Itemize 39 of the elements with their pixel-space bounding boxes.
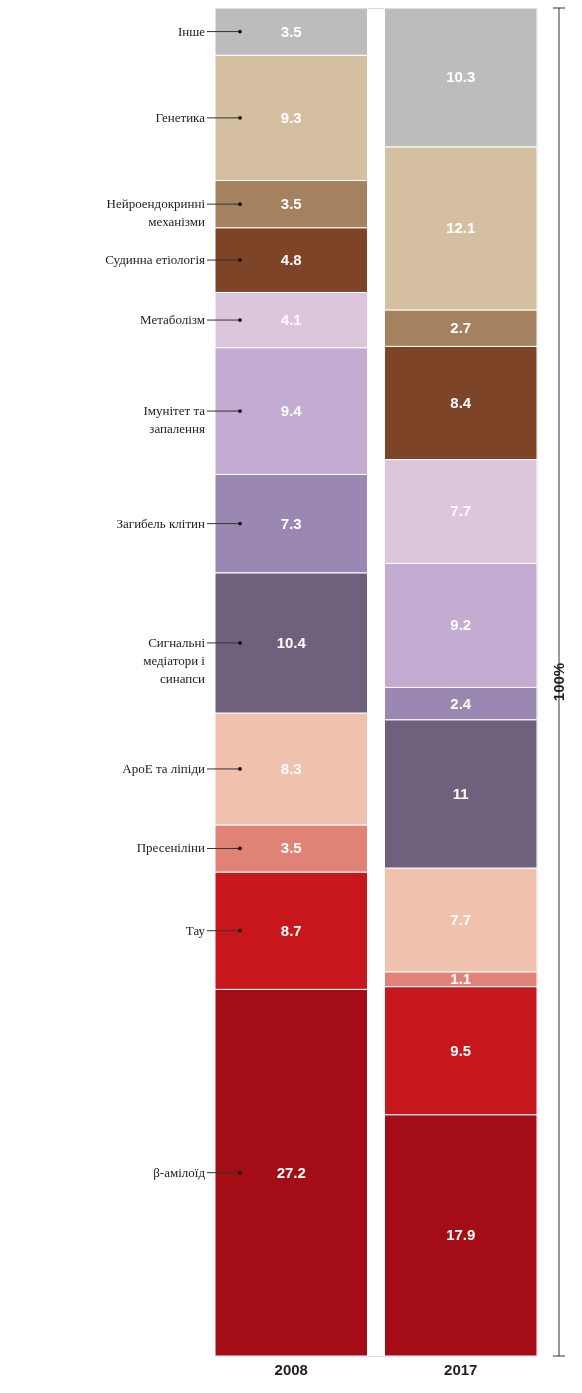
series-label: Тау <box>185 922 206 938</box>
series-label: Сигнальні медіатори і синапси <box>143 634 206 686</box>
series-label: Метаболізм <box>140 312 205 328</box>
series-label: Пресеніліни <box>136 840 206 856</box>
series-label: Імунітет та запалення <box>143 403 206 437</box>
series-label: ApoE та ліпіди <box>122 760 206 776</box>
data-label: 27.2 <box>276 1163 306 1181</box>
data-label: 1.1 <box>450 970 472 988</box>
data-label: 3.5 <box>280 195 302 213</box>
data-label: 12.1 <box>446 219 476 237</box>
x-tick-label: 2008 <box>274 1360 308 1378</box>
series-label: Загибель клітин <box>116 515 206 531</box>
data-label: 8.3 <box>280 759 302 777</box>
series-label: Інше <box>177 23 206 39</box>
data-label: 2.4 <box>450 694 472 712</box>
series-label: Нейроендокринні механізми <box>106 196 206 230</box>
data-label: 3.5 <box>280 22 302 40</box>
series-label: β-амілоїд <box>153 1164 206 1180</box>
data-label: 17.9 <box>446 1226 476 1244</box>
text: 100% <box>550 662 567 702</box>
data-label: 10.4 <box>276 633 307 651</box>
data-label: 8.7 <box>280 921 302 939</box>
data-label: 7.3 <box>280 514 302 532</box>
data-label: 8.4 <box>450 393 472 411</box>
data-label: 4.8 <box>280 251 302 269</box>
data-label: 4.1 <box>280 311 302 329</box>
series-label: Генетика <box>155 109 206 125</box>
data-label: 7.7 <box>450 502 472 520</box>
series-label: Судинна етіологія <box>105 252 206 268</box>
data-label: 9.4 <box>280 402 303 420</box>
data-label: 11 <box>452 784 469 802</box>
x-tick-label: 2017 <box>444 1360 478 1378</box>
data-label: 9.5 <box>450 1041 472 1059</box>
data-label: 3.5 <box>280 839 302 857</box>
data-label: 9.3 <box>280 108 302 126</box>
data-label: 7.7 <box>450 910 472 928</box>
data-label: 9.2 <box>450 616 472 634</box>
data-label: 10.3 <box>446 68 476 86</box>
data-label: 2.7 <box>450 319 472 337</box>
